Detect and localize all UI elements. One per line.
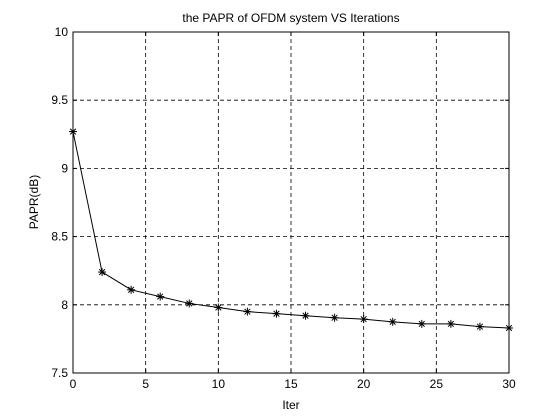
plot-frame (72, 31, 510, 374)
data-point-marker (243, 307, 252, 316)
x-tick-label: 20 (357, 377, 371, 391)
x-axis-label: Iter (282, 398, 299, 412)
x-tick-label: 0 (70, 377, 77, 391)
series-line (72, 131, 510, 329)
y-tick-label: 10 (55, 25, 69, 39)
data-point-marker (301, 311, 310, 320)
data-point-marker (330, 313, 339, 322)
data-point-marker (214, 303, 223, 312)
x-tick-label: 15 (284, 377, 298, 391)
data-point-marker (388, 317, 397, 326)
x-tick-label: 10 (212, 377, 226, 391)
data-point-marker (446, 319, 455, 328)
data-point-marker (185, 299, 194, 308)
data-point-marker (272, 309, 281, 318)
data-point-marker (359, 315, 368, 324)
x-tick-label: 30 (502, 377, 516, 391)
data-point-marker (127, 285, 136, 294)
data-point-marker (98, 268, 107, 277)
data-point-marker (156, 292, 165, 301)
x-tick-label: 25 (430, 377, 444, 391)
y-tick-label: 8.5 (51, 230, 68, 244)
y-tick-label: 7.5 (51, 366, 68, 380)
y-axis-label: PAPR(dB) (27, 175, 41, 229)
x-tick-label: 5 (142, 377, 149, 391)
data-point-marker (417, 319, 426, 328)
y-tick-label: 9.5 (51, 93, 68, 107)
y-tick-label: 9 (61, 161, 68, 175)
y-tick-label: 8 (61, 298, 68, 312)
y-tick-labels: 7.5 8 8.5 9 9.5 10 (51, 25, 68, 380)
grid-layer (73, 32, 509, 373)
x-tick-labels: 0 5 10 15 20 25 30 (70, 377, 516, 391)
chart-title: the PAPR of OFDM system VS Iterations (182, 11, 399, 25)
data-point-marker (475, 322, 484, 331)
